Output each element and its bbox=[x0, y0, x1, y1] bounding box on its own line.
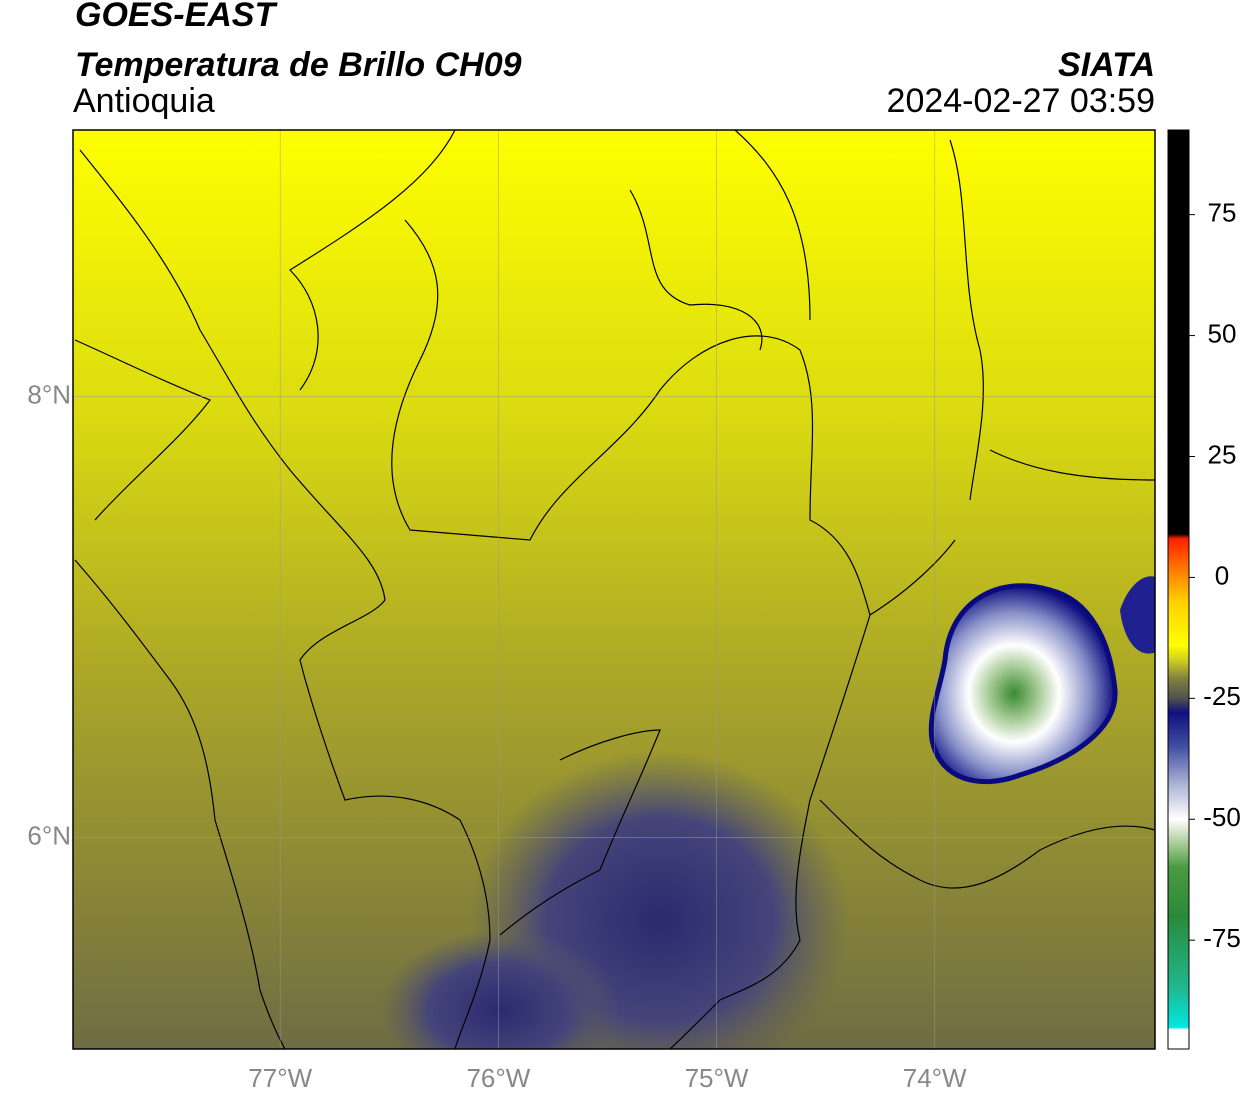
y-tick-label: 8°N bbox=[27, 380, 71, 410]
x-tick-label: 77°W bbox=[248, 1063, 312, 1093]
y-tick-label: 6°N bbox=[27, 820, 71, 850]
region: Antioquia bbox=[73, 82, 215, 120]
source: SIATA bbox=[1058, 46, 1155, 84]
colorbar-tick-label: 75 bbox=[1208, 198, 1237, 228]
borders bbox=[74, 130, 1155, 1049]
x-tick-label: 75°W bbox=[685, 1063, 749, 1093]
colorbar-tick-label: -75 bbox=[1203, 923, 1241, 953]
subtitle: Temperatura de Brillo CH09 bbox=[75, 46, 522, 84]
colorbar-tick-label: 50 bbox=[1208, 318, 1237, 348]
map-image bbox=[73, 130, 1155, 1049]
cold-cloud-area bbox=[380, 930, 620, 1049]
colorbar-tick-label: -25 bbox=[1203, 681, 1241, 711]
x-tick-label: 74°W bbox=[903, 1063, 967, 1093]
title: GOES-EAST bbox=[75, 0, 278, 34]
x-tick-label: 76°W bbox=[466, 1063, 530, 1093]
colorbar-tick-label: 25 bbox=[1208, 439, 1237, 469]
colorbar-tick-label: 0 bbox=[1215, 560, 1229, 590]
cloud-patch bbox=[1120, 576, 1155, 654]
colorbar-tick-label: -50 bbox=[1203, 802, 1241, 832]
map-frame bbox=[72, 129, 1156, 1050]
timestamp: 2024-02-27 03:59 bbox=[887, 82, 1155, 120]
colorbar bbox=[1167, 129, 1190, 1050]
convective-storm bbox=[928, 583, 1118, 784]
